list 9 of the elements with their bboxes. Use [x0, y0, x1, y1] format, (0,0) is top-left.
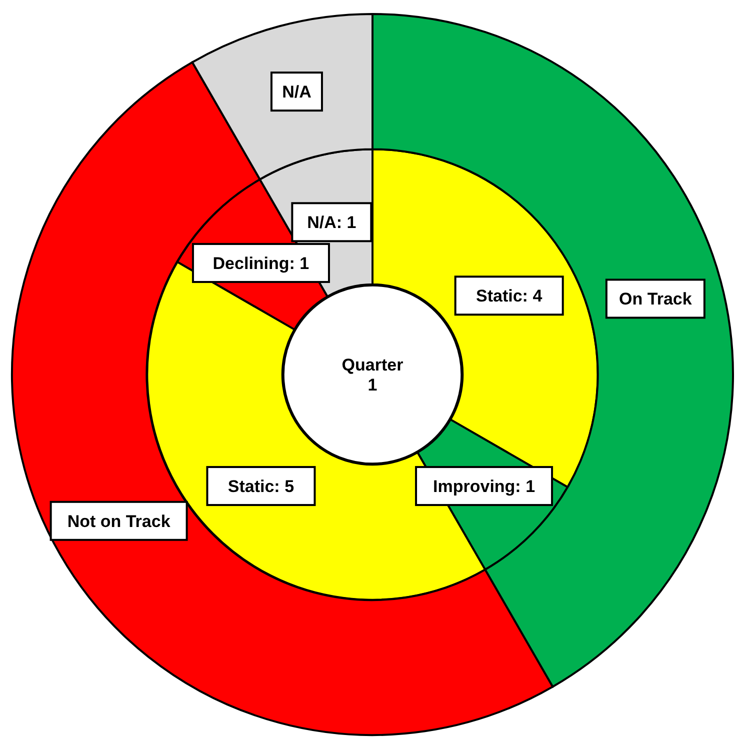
slice-label: Not on Track — [67, 512, 171, 531]
slice-label: Static: 5 — [228, 477, 294, 496]
slice-label: Declining: 1 — [212, 254, 310, 273]
slice-label: Improving: 1 — [433, 477, 536, 496]
slice-label: On Track — [619, 290, 692, 309]
slice-label: N/A — [282, 82, 312, 102]
text: Quarter 1 — [342, 356, 404, 394]
slice-label: N/A: 1 — [307, 213, 356, 232]
slice-label: Static: 4 — [476, 286, 543, 306]
